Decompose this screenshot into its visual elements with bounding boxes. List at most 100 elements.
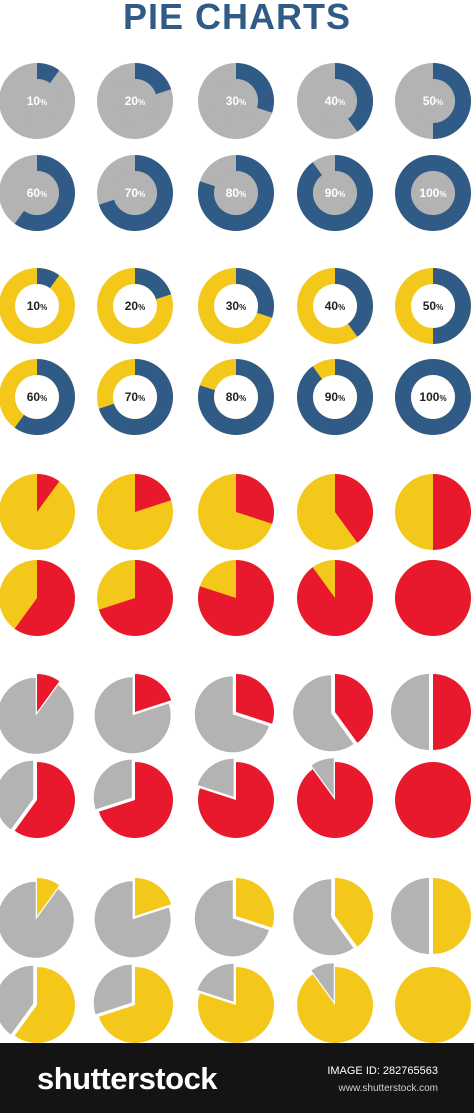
pie-chart-pie-exploded-20 <box>94 878 172 958</box>
pie-hole <box>15 375 59 419</box>
pie-chart-pie-20 <box>96 473 174 551</box>
pie-chart-pie-80 <box>197 560 274 636</box>
pie-percent-label: 50% <box>423 94 443 108</box>
pie-hole <box>411 284 455 328</box>
page-title: PIE CHARTS <box>122 0 352 37</box>
pie-slice <box>98 560 174 637</box>
pie-base <box>0 881 74 958</box>
pie-base <box>0 760 34 830</box>
pie-chart-donut-30: 30% <box>198 63 274 139</box>
pie-percent-label: 80% <box>226 390 246 404</box>
pie-slice <box>433 63 471 139</box>
pie-chart-donut-100: 100% <box>395 359 471 435</box>
pie-slice <box>197 560 274 636</box>
pie-slice <box>37 268 60 289</box>
pie-slice <box>296 560 373 636</box>
pie-hole <box>15 171 59 215</box>
pie-slice <box>236 474 274 524</box>
pie-percent-label: 60% <box>27 390 47 404</box>
pie-slice <box>296 155 373 231</box>
pie-chart-pie-exploded-100 <box>395 762 471 838</box>
pie-chart-pie-exploded-20 <box>94 674 172 754</box>
pie-percent-label: 70% <box>125 186 145 200</box>
pie-chart-donut-70: 70% <box>96 358 174 436</box>
pie-percent-label: 30% <box>226 94 246 108</box>
pie-chart-donut-60: 60% <box>0 359 75 435</box>
pie-chart-pie-exploded-50 <box>391 674 471 750</box>
pie-slice <box>37 878 60 916</box>
pie-chart-donut-90: 90% <box>296 358 374 436</box>
pie-base <box>0 474 75 550</box>
pie-slice <box>433 268 471 344</box>
pie-percent-label: 10% <box>27 299 47 313</box>
pie-chart-pie-exploded-30 <box>194 674 274 753</box>
pie-slice <box>236 674 274 724</box>
pie-base <box>194 880 269 957</box>
pie-base <box>311 963 334 1002</box>
pie-percent-label: 90% <box>325 186 345 200</box>
pie-hole <box>411 171 455 215</box>
pie-slice <box>335 268 373 337</box>
pie-hole <box>113 375 157 419</box>
pie-chart-pie-exploded-60 <box>0 965 75 1043</box>
pie-chart-pie-30 <box>198 474 274 550</box>
pie-base <box>197 758 234 797</box>
pie-slice <box>14 359 75 435</box>
pie-chart-pie-40 <box>297 473 374 551</box>
pie-slice <box>433 878 471 954</box>
pie-slice <box>433 474 471 550</box>
pie-hole <box>113 171 157 215</box>
pie-base <box>293 879 354 956</box>
pie-base <box>0 965 34 1035</box>
pie-hole <box>214 284 258 328</box>
pie-slice <box>236 878 275 928</box>
pie-slice <box>296 762 373 839</box>
pie-chart-pie-70 <box>96 559 174 637</box>
pie-slice <box>197 762 274 838</box>
pie-charts-grid: 10% 20% 30% 40% 50% 60% 70% 80% 90% 100% 10% 20% 30%… <box>0 62 471 1043</box>
footer-url: www.shutterstock.com <box>338 1083 438 1094</box>
pie-percent-label: 90% <box>325 390 345 404</box>
pie-chart-pie-50 <box>395 474 471 550</box>
pie-hole <box>313 284 357 328</box>
pie-slice <box>395 762 471 838</box>
pie-chart-pie-exploded-70 <box>93 759 173 838</box>
pie-slice <box>37 474 60 512</box>
pie-hole <box>15 284 59 328</box>
pie-percent-label: 60% <box>27 186 47 200</box>
pie-slice <box>135 268 172 300</box>
pie-slice <box>37 63 60 84</box>
pie-chart-donut-80: 80% <box>197 155 274 232</box>
pie-hole <box>113 79 157 123</box>
image-id: IMAGE ID: 282765563 <box>327 1065 438 1077</box>
pie-chart-donut-10: 10% <box>0 268 75 344</box>
pie-slice <box>98 762 173 838</box>
pie-slice <box>135 878 172 916</box>
pie-base <box>293 675 354 752</box>
pie-slice <box>395 967 471 1043</box>
pie-slice <box>395 359 471 435</box>
pie-chart-pie-10 <box>0 474 75 550</box>
pie-slice <box>395 155 471 231</box>
pie-percent-label: 20% <box>125 94 145 108</box>
pie-slice <box>135 63 172 95</box>
pie-percent-label: 10% <box>27 94 47 108</box>
pie-chart-pie-exploded-60 <box>0 760 75 839</box>
shutterstock-logo: shutterstock <box>37 1061 218 1096</box>
pie-chart-donut-30: 30% <box>198 268 274 344</box>
pie-percent-label: 80% <box>226 186 246 200</box>
pie-percent-label: 40% <box>325 299 345 313</box>
pie-percent-label: 100% <box>419 186 446 200</box>
pie-slice <box>335 474 374 543</box>
pie-slice <box>14 560 75 636</box>
pie-percent-label: 20% <box>125 299 145 313</box>
pie-base <box>194 676 269 753</box>
pie-hole <box>313 171 357 215</box>
pie-chart-pie-exploded-10 <box>0 878 74 958</box>
pie-chart-pie-exploded-10 <box>0 674 74 754</box>
pie-hole <box>214 171 258 215</box>
pie-percent-label: 100% <box>419 390 446 404</box>
pie-hole <box>214 375 258 419</box>
pie-slice <box>197 967 274 1043</box>
pie-percent-label: 30% <box>226 299 246 313</box>
